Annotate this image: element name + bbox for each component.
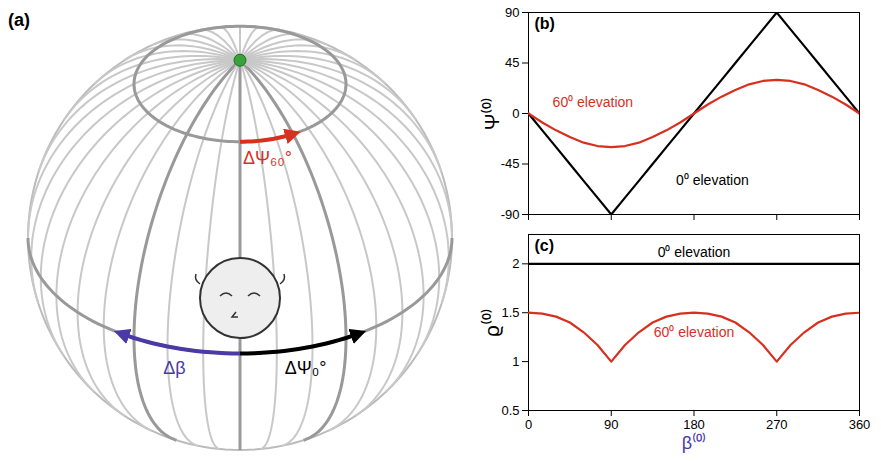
svg-text:Δβ: Δβ: [163, 358, 185, 378]
svg-text:180: 180: [683, 417, 705, 432]
svg-text:1.5: 1.5: [501, 305, 519, 320]
svg-text:-90: -90: [501, 207, 520, 222]
svg-text:-45: -45: [501, 156, 520, 171]
svg-text:0⁰ elevation: 0⁰ elevation: [658, 244, 731, 260]
svg-text:β⁽⁰⁾: β⁽⁰⁾: [682, 432, 706, 453]
svg-text:0: 0: [525, 417, 532, 432]
svg-text:360: 360: [849, 417, 871, 432]
svg-text:0.5: 0.5: [501, 403, 519, 418]
svg-text:90: 90: [604, 417, 618, 432]
svg-text:60⁰ elevation: 60⁰ elevation: [654, 324, 735, 340]
svg-text:ΔΨ₆₀°: ΔΨ₆₀°: [243, 148, 292, 168]
svg-text:ΔΨ₀°: ΔΨ₀°: [285, 358, 327, 378]
svg-text:0: 0: [512, 106, 519, 121]
svg-text:(a): (a): [8, 10, 30, 30]
svg-text:45: 45: [505, 55, 519, 70]
svg-text:2: 2: [512, 256, 519, 271]
svg-text:90: 90: [505, 5, 519, 20]
svg-text:270: 270: [766, 417, 788, 432]
svg-text:(c): (c): [535, 237, 555, 254]
svg-text:ϱ⁽⁰⁾: ϱ⁽⁰⁾: [480, 308, 503, 336]
svg-text:0⁰ elevation: 0⁰ elevation: [676, 172, 749, 188]
svg-text:(b): (b): [535, 15, 555, 32]
svg-text:60⁰ elevation: 60⁰ elevation: [553, 94, 634, 110]
svg-text:1: 1: [512, 354, 519, 369]
svg-text:Ψ⁽⁰⁾: Ψ⁽⁰⁾: [480, 97, 503, 131]
